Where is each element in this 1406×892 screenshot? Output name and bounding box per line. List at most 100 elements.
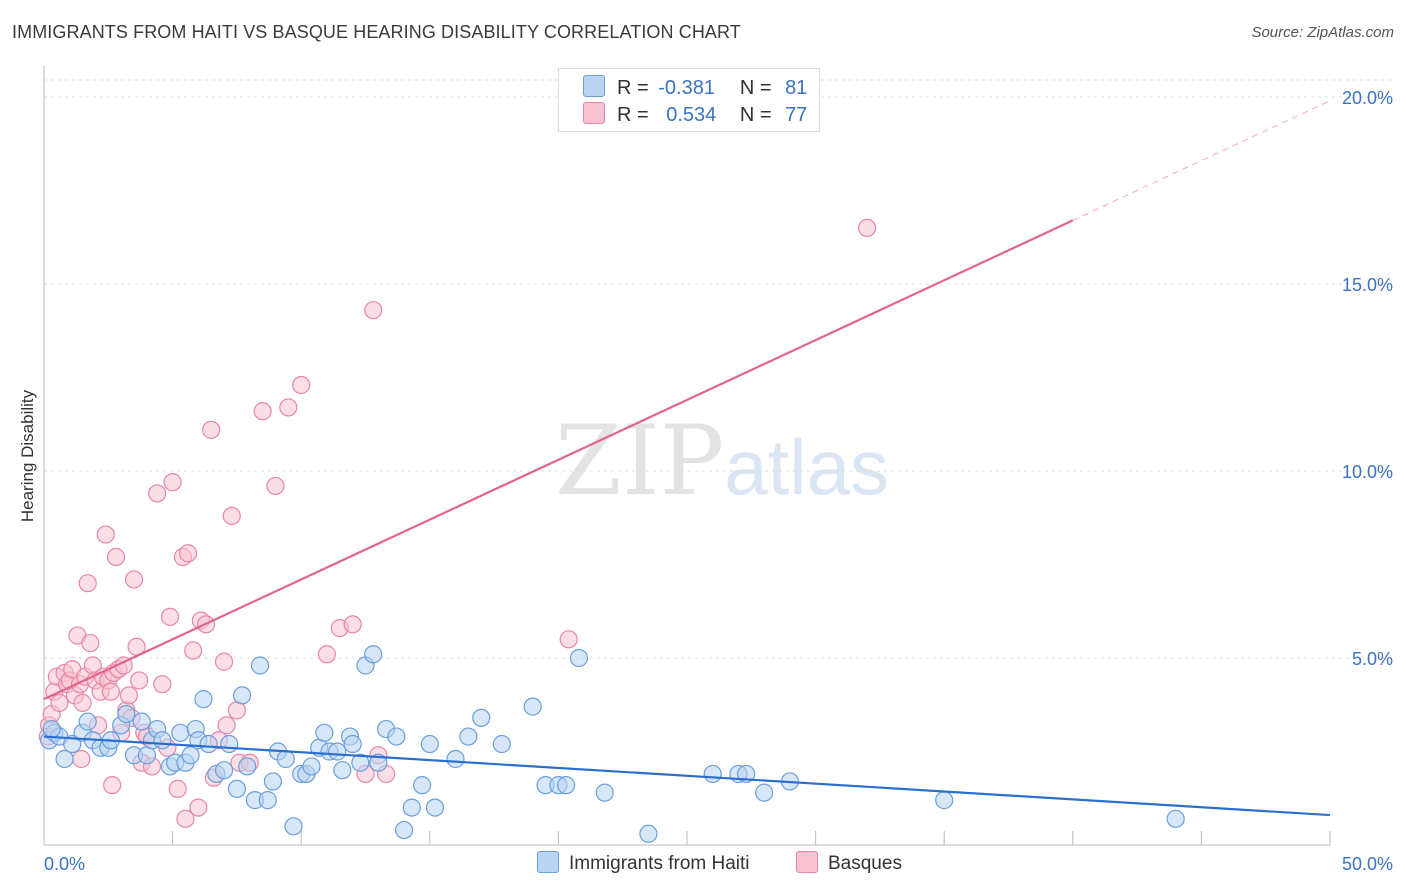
haiti-point-58: [402, 798, 421, 817]
haiti-point-76: [755, 783, 774, 802]
haiti-point-37: [263, 772, 283, 791]
haiti-trend-line: [43, 735, 1331, 817]
legend-r-label: R =: [617, 77, 649, 99]
basques-point-44: [168, 779, 187, 799]
haiti-point-27: [199, 734, 218, 754]
bottom-legend-haiti[interactable]: Immigrants from Haiti: [537, 851, 750, 877]
haiti-point-60: [420, 734, 439, 754]
haiti-point-69: [557, 776, 576, 795]
basques-point-52: [202, 420, 221, 439]
basques-point-67: [343, 615, 362, 634]
basques-point-23: [101, 682, 120, 701]
haiti-point-59: [412, 776, 432, 795]
basques-point-55: [214, 652, 234, 671]
haiti-point-50: [343, 734, 362, 754]
basques-point-15: [81, 633, 100, 653]
basques-point-32: [124, 570, 144, 589]
haiti-point-43: [302, 757, 321, 776]
haiti-point-66: [523, 697, 542, 716]
basques-point-61: [253, 402, 272, 421]
watermark-zip: ZIP: [555, 405, 725, 517]
basques-point-46: [176, 809, 195, 828]
basques-point-34: [130, 671, 149, 690]
haiti-point-40: [284, 817, 303, 836]
basques-point-56: [217, 716, 236, 735]
legend-n-label: N =: [739, 104, 772, 126]
legend-haiti-r: -0.381: [658, 77, 715, 99]
bottom-legend-haiti-label: Immigrants from Haiti: [569, 853, 750, 874]
haiti-point-35: [250, 656, 270, 675]
haiti-point-79: [1166, 809, 1185, 828]
haiti-swatch: [583, 75, 605, 97]
bottom-legend-basques-label: Basques: [828, 853, 902, 874]
basques-point-47: [178, 544, 198, 563]
legend-row-basques: R = 0.534 N = 77: [583, 102, 807, 128]
y-tick-label-3: 20.0%: [1342, 88, 1393, 108]
basques-point-57: [222, 506, 241, 525]
haiti-point-47: [328, 742, 347, 761]
haiti-point-23: [181, 746, 200, 765]
haiti-point-26: [194, 690, 213, 709]
basques-point-39: [148, 484, 167, 503]
basques-point-48: [184, 641, 203, 660]
haiti-point-45: [315, 723, 334, 742]
basques-point-14: [78, 574, 97, 593]
haiti-point-54: [369, 753, 388, 772]
haiti-point-51: [351, 753, 370, 772]
x-tick-label-1: 50.0%: [1342, 854, 1393, 874]
basques-swatch: [583, 102, 605, 124]
haiti-point-30: [220, 734, 239, 754]
legend-r-label: R =: [617, 104, 649, 126]
haiti-point-57: [394, 820, 414, 840]
haiti-point-70: [569, 648, 589, 668]
basques-point-65: [317, 645, 337, 664]
legend-box: R = -0.381 N = 81 R = 0.534 N = 77: [558, 68, 820, 132]
basques-swatch: [796, 851, 818, 873]
haiti-point-31: [227, 779, 246, 799]
basques-point-64: [292, 375, 311, 395]
basques-trend-line: [43, 219, 1074, 701]
haiti-point-61: [425, 798, 445, 817]
basques-point-72: [559, 630, 578, 649]
basques-point-12: [73, 693, 92, 712]
haiti-point-64: [472, 708, 491, 727]
haiti-point-48: [333, 761, 352, 780]
haiti-points: [40, 645, 1185, 843]
source-label: Source: ZipAtlas.com: [1251, 24, 1394, 41]
legend-row-haiti: R = -0.381 N = 81: [583, 75, 807, 101]
basques-point-73: [857, 218, 877, 237]
bottom-legend-basques[interactable]: Basques: [796, 851, 902, 877]
haiti-point-14: [132, 712, 151, 731]
haiti-point-18: [153, 731, 172, 750]
haiti-point-71: [595, 783, 614, 802]
y-tick-label-0: 5.0%: [1352, 649, 1393, 669]
basques-point-49: [189, 798, 208, 817]
haiti-point-33: [238, 757, 257, 776]
haiti-point-72: [639, 824, 658, 843]
watermark: ZIPatlas: [555, 405, 889, 517]
haiti-point-73: [703, 764, 722, 784]
x-tick-label-0: 0.0%: [44, 854, 85, 874]
basques-point-75: [72, 749, 91, 769]
legend-basques-r: 0.534: [666, 104, 717, 126]
haiti-point-21: [171, 723, 190, 742]
haiti-point-63: [459, 727, 478, 746]
haiti-point-56: [387, 727, 406, 746]
haiti-point-4: [63, 734, 82, 754]
haiti-point-39: [276, 749, 295, 769]
basques-trend-extension: [1072, 100, 1331, 221]
haiti-point-6: [78, 712, 97, 731]
haiti-point-3: [55, 749, 74, 769]
basques-point-63: [279, 398, 298, 417]
basques-point-62: [266, 476, 285, 496]
tick-labels: 5.0% 10.0% 15.0% 20.0% 0.0% 50.0%: [44, 88, 1393, 874]
haiti-point-29: [214, 761, 234, 780]
haiti-point-65: [492, 734, 511, 754]
haiti-point-78: [935, 791, 954, 810]
haiti-point-32: [232, 686, 252, 705]
axes: [43, 66, 1331, 846]
haiti-point-12: [117, 704, 136, 724]
haiti-point-53: [364, 645, 383, 664]
basques-point-30: [119, 686, 138, 705]
